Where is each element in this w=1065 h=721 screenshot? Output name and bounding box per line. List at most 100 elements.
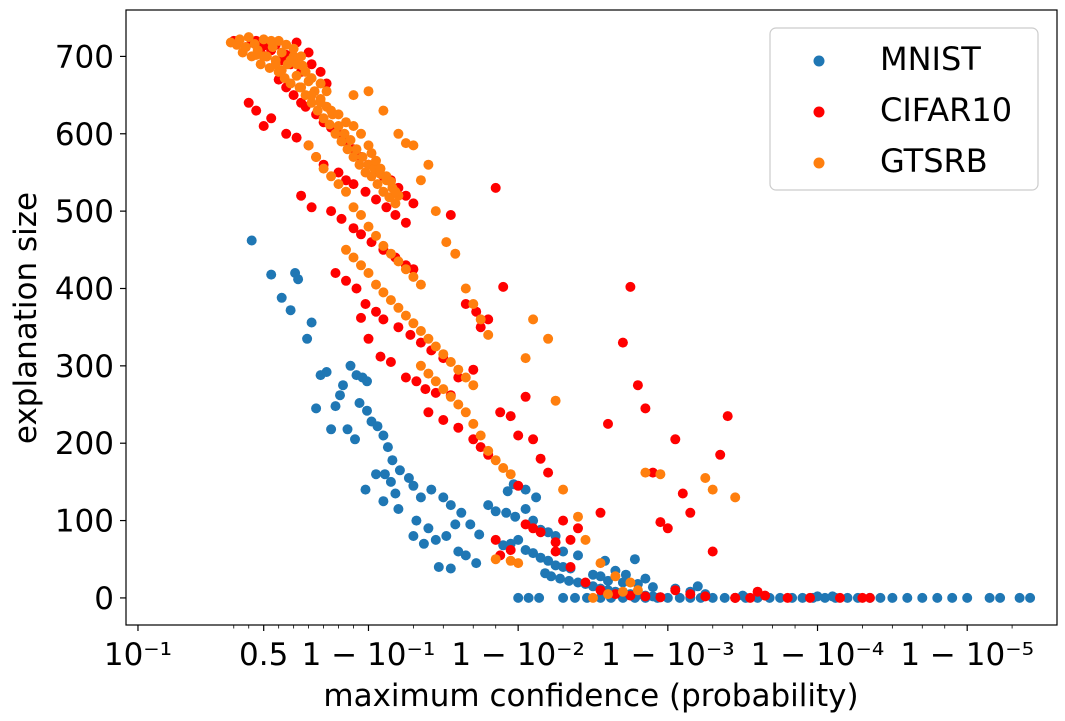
point-gtsrb-158 — [326, 105, 337, 116]
point-gtsrb-71 — [415, 279, 426, 290]
point-mnist-47 — [456, 507, 467, 518]
point-mnist-22 — [350, 434, 360, 445]
point-gtsrb-83 — [423, 333, 434, 344]
point-cifar10-124 — [513, 480, 524, 491]
point-cifar10-150 — [490, 534, 501, 545]
point-gtsrb-163 — [363, 140, 374, 151]
point-cifar10-116 — [655, 517, 666, 528]
point-gtsrb-38 — [342, 144, 353, 155]
point-cifar10-90 — [498, 281, 509, 292]
point-gtsrb-122 — [558, 484, 569, 495]
point-mnist-44 — [430, 534, 441, 545]
point-gtsrb-110 — [453, 399, 464, 410]
point-mnist-143 — [947, 592, 958, 603]
point-mnist-147 — [1014, 592, 1025, 603]
point-mnist-62 — [528, 515, 539, 526]
point-cifar10-37 — [243, 97, 254, 108]
plot-frame — [125, 9, 1058, 626]
point-gtsrb-34 — [330, 128, 341, 139]
point-cifar10-146 — [864, 592, 875, 603]
point-gtsrb-57 — [311, 152, 322, 162]
point-mnist-38 — [415, 492, 426, 503]
point-cifar10-105 — [535, 453, 546, 464]
point-gtsrb-26 — [306, 97, 317, 108]
point-gtsrb-37 — [339, 128, 350, 139]
point-mnist-0 — [246, 235, 257, 246]
point-mnist-111 — [570, 592, 580, 603]
x-tick-label-1: 0.5 — [239, 637, 288, 673]
point-cifar10-138 — [700, 591, 711, 602]
legend-label-mnist: MNIST — [880, 40, 981, 78]
point-cifar10-67 — [351, 283, 362, 294]
point-cifar10-88 — [483, 314, 494, 325]
point-gtsrb-149 — [315, 78, 326, 89]
point-gtsrb-105 — [415, 360, 426, 371]
legend-marker-gtsrb — [813, 157, 825, 169]
point-gtsrb-43 — [357, 152, 368, 162]
point-gtsrb-87 — [453, 364, 464, 375]
point-gtsrb-54 — [390, 198, 401, 209]
point-gtsrb-153 — [270, 59, 281, 70]
point-cifar10-95 — [438, 415, 449, 425]
point-cifar10-134 — [640, 591, 651, 602]
point-gtsrb-74 — [356, 260, 366, 271]
point-gtsrb-86 — [445, 357, 456, 367]
point-mnist-71 — [535, 552, 546, 563]
point-gtsrb-131 — [707, 484, 718, 495]
point-gtsrb-125 — [595, 558, 606, 569]
point-mnist-56 — [445, 563, 456, 574]
point-mnist-34 — [390, 488, 401, 499]
point-cifar10-36 — [408, 198, 419, 209]
point-cifar10-98 — [475, 442, 486, 453]
point-gtsrb-36 — [336, 136, 347, 147]
point-mnist-28 — [394, 465, 405, 476]
point-cifar10-89 — [490, 182, 501, 193]
point-mnist-69 — [520, 545, 531, 555]
point-gtsrb-164 — [366, 148, 377, 159]
point-gtsrb-16 — [276, 47, 287, 58]
point-mnist-108 — [523, 592, 534, 603]
point-gtsrb-119 — [528, 314, 539, 325]
points-layer — [225, 32, 1036, 603]
point-mnist-79 — [564, 575, 574, 586]
point-mnist-155 — [620, 569, 631, 580]
point-mnist-1 — [266, 269, 277, 280]
series-mnist — [246, 235, 1036, 603]
point-mnist-25 — [378, 430, 389, 441]
point-cifar10-141 — [760, 590, 771, 601]
point-cifar10-76 — [356, 312, 366, 323]
point-cifar10-35 — [400, 190, 411, 201]
point-cifar10-142 — [782, 592, 793, 603]
point-gtsrb-111 — [460, 407, 471, 418]
point-cifar10-121 — [707, 546, 718, 557]
point-gtsrb-168 — [385, 176, 396, 187]
point-cifar10-72 — [405, 329, 416, 340]
point-mnist-24 — [372, 421, 383, 432]
point-mnist-15 — [345, 360, 356, 371]
point-gtsrb-165 — [371, 155, 381, 166]
point-cifar10-145 — [857, 592, 868, 603]
point-mnist-29 — [403, 473, 414, 483]
point-gtsrb-98 — [430, 206, 441, 217]
point-cifar10-130 — [580, 577, 591, 588]
point-cifar10-120 — [685, 507, 696, 518]
point-gtsrb-59 — [326, 171, 337, 182]
point-cifar10-115 — [647, 467, 658, 478]
point-mnist-64 — [543, 527, 554, 538]
y-tick-label-3: 300 — [55, 349, 114, 385]
point-cifar10-101 — [505, 411, 516, 422]
point-gtsrb-123 — [573, 511, 583, 522]
point-mnist-43 — [423, 523, 434, 534]
point-mnist-49 — [474, 529, 485, 540]
point-gtsrb-100 — [450, 248, 461, 259]
point-cifar10-97 — [468, 434, 479, 445]
point-gtsrb-85 — [438, 349, 449, 360]
point-gtsrb-19 — [285, 78, 296, 89]
point-cifar10-128 — [550, 546, 561, 557]
ticks-layer: 0 100 200 300 400 500 600 700 10⁻¹ 0.5 1 − 10⁻¹ 1 −… — [55, 39, 1034, 673]
x-axis-label: maximum confidence (probability) — [323, 678, 858, 714]
point-gtsrb-120 — [543, 333, 554, 344]
point-cifar10-111 — [617, 337, 628, 348]
y-tick-label-2: 200 — [55, 426, 114, 462]
point-gtsrb-161 — [348, 121, 359, 131]
